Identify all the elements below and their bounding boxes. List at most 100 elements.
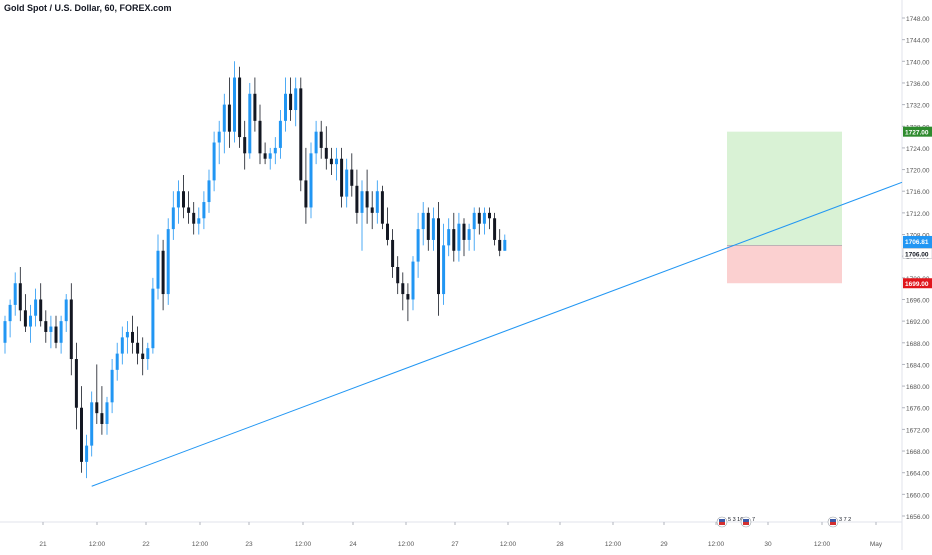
candle-body <box>151 288 155 349</box>
candle-body <box>447 229 451 246</box>
time-tick-label: 29 <box>660 541 668 548</box>
candle-body <box>197 218 201 224</box>
event-count: 7 <box>752 517 755 523</box>
flag-stripes <box>743 522 749 525</box>
candle-body <box>131 331 134 343</box>
price-tick-label: 1740.00 <box>906 59 930 66</box>
candle-body <box>294 88 298 111</box>
price-tick-label: 1724.00 <box>906 146 930 153</box>
price-tick-label: 1672.00 <box>906 427 930 434</box>
flag-canton <box>830 519 836 522</box>
candle-body <box>18 283 22 311</box>
candle-body <box>482 212 486 224</box>
candle-body <box>105 402 109 424</box>
time-tick-label: 28 <box>556 541 564 548</box>
candle-body <box>187 207 191 213</box>
entry-price-label: 1706.00 <box>905 251 929 258</box>
price-tick-label: 1712.00 <box>906 211 930 218</box>
event-count: 3 7 2 <box>839 517 851 523</box>
candle-body <box>462 223 466 240</box>
candle-body <box>192 212 196 224</box>
candle-body <box>74 359 78 408</box>
chart-title: Gold Spot / U.S. Dollar, 60, FOREX.com <box>4 3 172 13</box>
target-price-badge <box>903 126 932 137</box>
candle-body <box>273 147 277 154</box>
candle-body <box>370 207 374 213</box>
candle-body <box>355 185 359 213</box>
flag-stripes <box>830 522 836 525</box>
candle-body <box>493 218 497 240</box>
candle-body <box>115 353 119 370</box>
candle-body <box>278 120 282 148</box>
stop-price-badge-label: 1699.00 <box>905 281 929 288</box>
flag-canton <box>743 519 749 522</box>
flag-stripes <box>719 522 725 525</box>
candle-body <box>411 261 415 300</box>
time-tick-label: 30 <box>764 541 772 548</box>
price-tick-label: 1732.00 <box>906 103 930 110</box>
candle-body <box>141 353 145 360</box>
candle-body <box>401 283 405 295</box>
candle-body <box>329 158 333 165</box>
time-tick-label: 12:00 <box>398 541 415 548</box>
candle-body <box>90 402 94 446</box>
candle-body <box>258 120 262 154</box>
candle-body <box>95 402 99 414</box>
candle-body <box>69 299 73 360</box>
price-tick-label: 1668.00 <box>906 449 930 456</box>
candle-body <box>3 321 7 343</box>
time-tick-label: 12:00 <box>500 541 517 548</box>
candle-body <box>166 229 170 295</box>
candle-body <box>171 207 175 230</box>
time-tick-label: 12:00 <box>708 541 725 548</box>
candle-body <box>217 131 221 143</box>
candle-body <box>319 131 323 148</box>
candle-body <box>13 283 17 305</box>
candle-body <box>391 239 395 267</box>
candle-body <box>324 147 328 159</box>
candle-body <box>437 218 440 295</box>
entry-price-badge <box>902 248 932 259</box>
candle-body <box>227 104 231 132</box>
candle-body <box>386 223 389 240</box>
candle-body <box>207 180 211 203</box>
candle-body <box>8 304 12 322</box>
candle-body <box>212 142 216 181</box>
candle-body <box>268 153 272 159</box>
target-zone <box>727 131 842 246</box>
candle-body <box>59 321 63 343</box>
trend-line <box>91 181 903 487</box>
time-tick-label: 12:00 <box>295 541 312 548</box>
candle-body <box>360 191 364 213</box>
candle-body <box>396 267 400 284</box>
candle-body <box>299 88 303 181</box>
price-tick-label: 1716.00 <box>906 189 930 196</box>
candle-body <box>340 158 344 197</box>
candle-body <box>233 77 236 132</box>
candle-body <box>304 180 308 208</box>
candle-body <box>156 250 160 289</box>
price-tick-label: 1660.00 <box>906 492 930 499</box>
time-tick-label: May <box>870 541 883 548</box>
candle-body <box>452 229 456 251</box>
candle-body <box>85 445 89 462</box>
time-tick-label: 23 <box>245 541 253 548</box>
candle-body <box>125 331 129 338</box>
candle-body <box>365 191 369 208</box>
candle-body <box>472 212 476 230</box>
price-tick-label: 1680.00 <box>906 384 930 391</box>
candle-body <box>238 77 242 138</box>
candle-body <box>309 153 313 208</box>
candle-body <box>345 169 349 197</box>
time-tick-label: 12:00 <box>605 541 622 548</box>
candle-body <box>457 223 461 251</box>
candle-body <box>49 326 53 332</box>
candle-body <box>243 137 247 154</box>
time-tick-label: 12:00 <box>89 541 106 548</box>
candle-body <box>222 104 226 132</box>
time-tick-label: 21 <box>39 541 47 548</box>
candle-body <box>161 250 165 295</box>
candle-body <box>39 299 43 322</box>
